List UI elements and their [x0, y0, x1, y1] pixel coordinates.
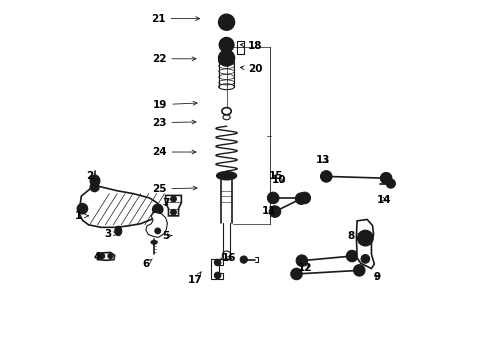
- Text: 5: 5: [162, 231, 172, 240]
- Text: 3: 3: [104, 229, 118, 239]
- Circle shape: [295, 193, 306, 204]
- Circle shape: [170, 196, 176, 202]
- Text: 24: 24: [152, 147, 196, 157]
- Circle shape: [152, 204, 163, 215]
- Polygon shape: [80, 186, 160, 227]
- Ellipse shape: [151, 240, 157, 243]
- Text: 18: 18: [240, 41, 262, 50]
- Polygon shape: [97, 252, 115, 260]
- Circle shape: [320, 171, 331, 182]
- Ellipse shape: [216, 172, 236, 180]
- Text: 1: 1: [75, 211, 88, 221]
- Circle shape: [100, 253, 104, 258]
- Circle shape: [214, 259, 221, 266]
- Ellipse shape: [115, 226, 121, 235]
- Text: 23: 23: [152, 118, 196, 128]
- Circle shape: [296, 255, 307, 266]
- Text: 20: 20: [240, 64, 262, 74]
- Circle shape: [219, 38, 233, 52]
- Circle shape: [353, 265, 364, 276]
- Circle shape: [90, 183, 99, 192]
- Polygon shape: [165, 195, 181, 216]
- Text: 11: 11: [261, 206, 276, 216]
- Text: 2: 2: [86, 171, 98, 183]
- Text: 17: 17: [188, 272, 202, 285]
- Circle shape: [108, 253, 113, 258]
- Circle shape: [346, 250, 357, 262]
- Text: 9: 9: [373, 272, 380, 282]
- Circle shape: [290, 268, 302, 280]
- Circle shape: [298, 192, 310, 204]
- Text: 21: 21: [151, 14, 199, 24]
- Text: 19: 19: [153, 100, 197, 110]
- Circle shape: [92, 178, 98, 184]
- Text: 10: 10: [271, 175, 285, 185]
- Circle shape: [386, 179, 394, 188]
- Text: 22: 22: [152, 54, 196, 64]
- Text: 8: 8: [347, 231, 360, 240]
- Circle shape: [77, 204, 87, 214]
- Text: 15: 15: [268, 171, 283, 181]
- Circle shape: [380, 172, 391, 184]
- Circle shape: [269, 206, 280, 217]
- Text: 25: 25: [152, 184, 197, 194]
- Text: 12: 12: [297, 263, 311, 273]
- Circle shape: [357, 230, 372, 246]
- Circle shape: [267, 192, 278, 204]
- Polygon shape: [145, 212, 167, 237]
- Circle shape: [218, 14, 234, 30]
- Text: 7: 7: [162, 198, 169, 208]
- Text: 4: 4: [94, 252, 104, 262]
- Circle shape: [218, 50, 234, 66]
- Polygon shape: [356, 220, 373, 269]
- Text: 6: 6: [142, 259, 152, 269]
- Circle shape: [360, 255, 369, 263]
- Circle shape: [214, 272, 221, 279]
- Text: 14: 14: [376, 195, 391, 205]
- Ellipse shape: [90, 175, 100, 186]
- Circle shape: [170, 210, 176, 215]
- Text: 13: 13: [316, 155, 330, 165]
- Circle shape: [155, 228, 160, 234]
- Text: 16: 16: [222, 253, 236, 263]
- Circle shape: [240, 256, 247, 263]
